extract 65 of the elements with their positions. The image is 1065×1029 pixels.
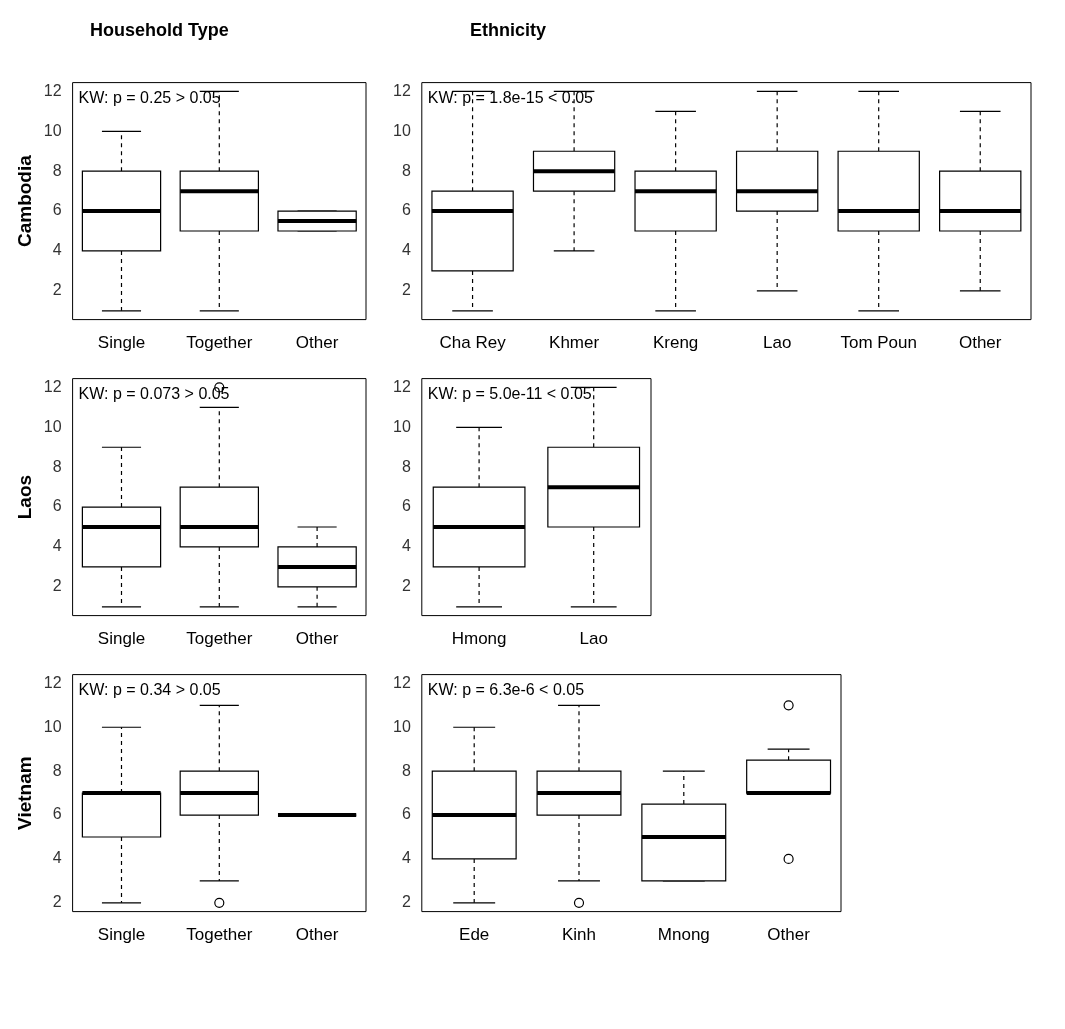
y-tick-label: 2 [52, 893, 62, 911]
y-tick-label: 4 [52, 537, 62, 555]
x-tick-label: Hmong [451, 629, 507, 649]
x-tick-label: Lao [579, 629, 608, 649]
annotation: KW: p = 0.34 > 0.05 [78, 681, 221, 699]
y-tick-label: 12 [393, 673, 411, 691]
y-tick-label: 2 [52, 577, 62, 595]
x-tick-label: Mnong [657, 925, 710, 945]
x-tick-label: Lao [762, 333, 792, 353]
y-tick-label: 2 [401, 281, 411, 299]
y-tick-label: 12 [43, 81, 62, 99]
y-tick-label: 8 [52, 457, 62, 475]
y-tick-label: 6 [52, 201, 62, 219]
y-tick-label: 10 [393, 417, 411, 435]
y-tick-label: 2 [52, 281, 62, 299]
y-tick-label: 6 [52, 497, 62, 515]
x-tick-label: Single [97, 629, 146, 649]
x-tick-label: Other [295, 925, 339, 945]
y-axis-title: Cambodia [13, 154, 35, 248]
x-tick-label: Single [97, 333, 146, 353]
y-tick-label: 10 [43, 417, 62, 435]
y-tick-label: 10 [393, 717, 411, 735]
x-tick-label: Together [186, 333, 253, 353]
y-tick-label: 12 [43, 673, 62, 691]
x-tick-label: Kreng [652, 333, 699, 353]
y-tick-label: 8 [401, 161, 411, 179]
y-tick-label: 8 [401, 457, 411, 475]
y-tick-label: 2 [401, 577, 411, 595]
annotation: KW: p = 0.073 > 0.05 [78, 385, 230, 403]
x-tick-label: Other [958, 333, 1002, 353]
x-tick-label: Single [97, 925, 146, 945]
y-tick-label: 12 [43, 377, 62, 395]
y-tick-label: 8 [52, 161, 62, 179]
y-tick-label: 2 [401, 893, 411, 911]
y-tick-label: 4 [52, 241, 62, 259]
y-axis-title: Vietnam [13, 756, 35, 830]
x-tick-label: Other [295, 333, 339, 353]
y-axis-title: Laos [13, 474, 35, 520]
x-tick-label: Other [767, 925, 811, 945]
x-tick-label: Kinh [561, 925, 597, 945]
y-tick-label: 12 [393, 81, 411, 99]
x-tick-label: Cha Rey [439, 333, 507, 353]
x-tick-label: Together [186, 629, 253, 649]
annotation: KW: p = 6.3e-6 < 0.05 [427, 681, 585, 699]
y-tick-label: 10 [43, 121, 62, 139]
x-tick-label: Tom Poun [840, 333, 917, 353]
y-tick-label: 4 [401, 849, 411, 867]
x-tick-label: Together [186, 925, 253, 945]
y-tick-label: 10 [43, 717, 62, 735]
y-tick-label: 4 [401, 241, 411, 259]
y-tick-label: 4 [52, 849, 62, 867]
y-tick-label: 8 [52, 761, 62, 779]
x-tick-label: Ede [459, 925, 490, 945]
y-tick-label: 6 [401, 497, 411, 515]
y-tick-label: 6 [52, 805, 62, 823]
y-tick-label: 6 [401, 805, 411, 823]
y-tick-label: 4 [401, 537, 411, 555]
y-tick-label: 8 [401, 761, 411, 779]
chart-title: Ethnicity [469, 20, 547, 42]
y-tick-label: 12 [393, 377, 411, 395]
y-tick-label: 10 [393, 121, 411, 139]
chart-title: Household Type [89, 20, 230, 42]
x-tick-label: Other [295, 629, 339, 649]
x-tick-label: Khmer [549, 333, 600, 353]
y-tick-label: 6 [401, 201, 411, 219]
